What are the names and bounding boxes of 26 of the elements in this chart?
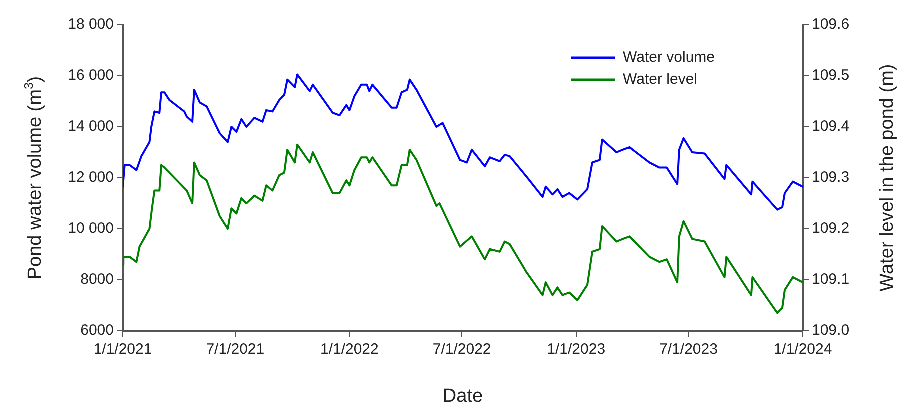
- y2-axis-title: Water level in the pond (m): [877, 64, 898, 292]
- legend-label: Water volume: [623, 49, 716, 66]
- y-tick-label: 8000: [80, 271, 114, 288]
- legend-label: Water level: [623, 71, 698, 88]
- x-tick-label: 7/1/2022: [432, 341, 492, 358]
- y-tick-label: 18 000: [68, 16, 114, 34]
- y-tick-label: 10 000: [68, 220, 114, 238]
- y-tick-label: 14 000: [68, 118, 114, 136]
- x-tick-label: 1/1/2021: [94, 341, 152, 358]
- y2-tick-label: 109.1: [812, 271, 850, 288]
- y-tick-label: 6000: [80, 322, 114, 340]
- y-axis-title: Pond water volume (m3): [22, 76, 46, 280]
- y2-tick-label: 109.4: [812, 118, 850, 136]
- x-tick-label: 1/1/2023: [547, 341, 606, 358]
- x-axis-title: Date: [442, 386, 484, 405]
- y2-tick-label: 109.5: [812, 67, 850, 84]
- y-tick-label: 12 000: [68, 169, 114, 186]
- y2-tick-label: 109.2: [812, 220, 850, 238]
- x-tick-label: 1/1/2024: [774, 341, 832, 358]
- y2-tick-label: 109.0: [812, 322, 850, 340]
- x-tick-label: 7/1/2023: [660, 341, 718, 358]
- y2-tick-label: 109.6: [812, 16, 850, 34]
- y-tick-label: 16 000: [68, 67, 114, 84]
- x-tick-label: 7/1/2021: [206, 341, 265, 358]
- x-tick-label: 1/1/2022: [320, 341, 379, 358]
- y2-tick-label: 109.3: [812, 169, 850, 186]
